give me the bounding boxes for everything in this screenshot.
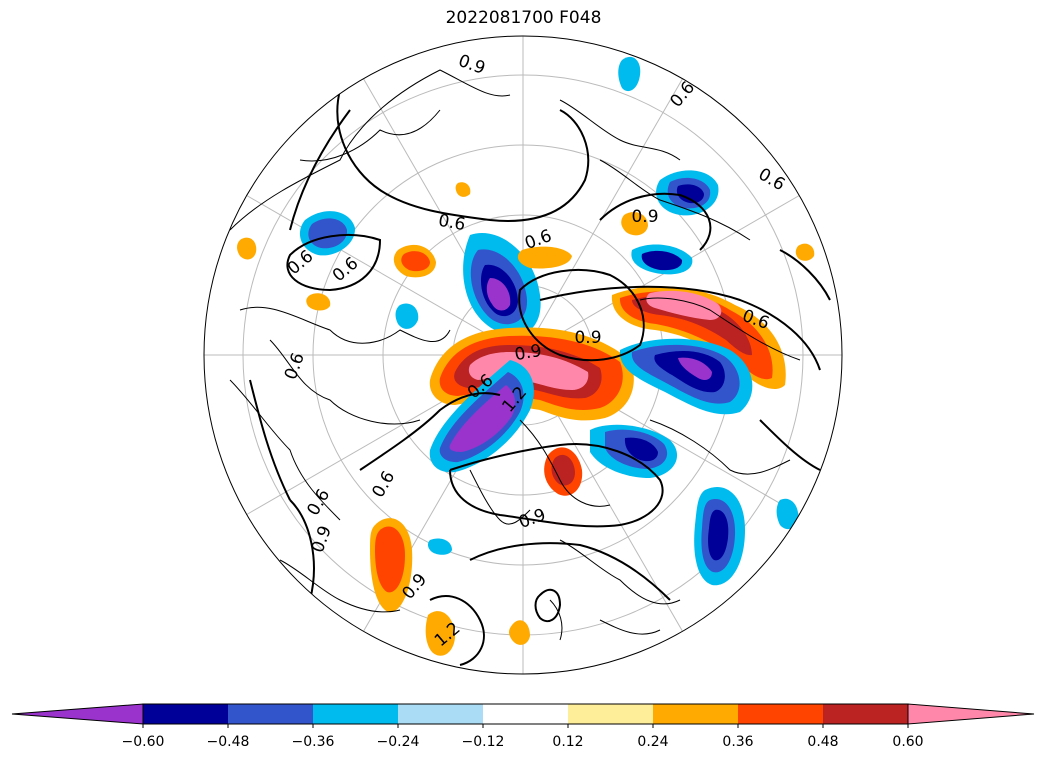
- contour-label: 0.9: [574, 328, 601, 348]
- colorbar-box: [483, 704, 568, 724]
- colorbar-box: [228, 704, 313, 724]
- colorbar-box: [313, 704, 398, 724]
- colorbar-box: [568, 704, 653, 724]
- colorbar-extend-high: [907, 703, 1035, 725]
- colorbar-tick-label: −0.48: [207, 734, 250, 750]
- colorbar-box: [143, 704, 228, 724]
- colorbar-extend-low: [11, 703, 144, 725]
- coastlines: [229, 69, 801, 641]
- colorbar-tick-label: 0.24: [637, 734, 668, 750]
- map-title: 2022081700 F048: [445, 8, 602, 28]
- colorbar-tick-label: −0.60: [122, 734, 165, 750]
- colorbar-box: [398, 704, 483, 724]
- colorbar-box: [823, 704, 908, 724]
- colorbar-tick-label: −0.36: [292, 734, 335, 750]
- colorbar-boxes: [11, 703, 1035, 725]
- anomaly-shading: [237, 56, 815, 656]
- colorbar-tick-label: −0.12: [462, 734, 505, 750]
- colorbar-tick-label: 0.36: [722, 734, 753, 750]
- contour-label: 0.6: [437, 211, 467, 235]
- colorbar-ticks: −0.60 −0.48 −0.36 −0.24 −0.12 0.12 0.24 0.36 0.4…: [122, 724, 924, 750]
- colorbar-tick-label: 0.48: [807, 734, 838, 750]
- colorbar-box: [653, 704, 738, 724]
- colorbar-tick-label: −0.24: [377, 734, 420, 750]
- contour-label: 0.9: [631, 207, 658, 227]
- colorbar-box: [738, 704, 823, 724]
- contours: [249, 89, 831, 666]
- contour-label: 0.9: [513, 341, 543, 365]
- map-field: [204, 36, 842, 674]
- colorbar-tick-label: 0.60: [892, 734, 923, 750]
- colorbar-tick-label: 0.12: [552, 734, 583, 750]
- map-boundary: [203, 35, 843, 675]
